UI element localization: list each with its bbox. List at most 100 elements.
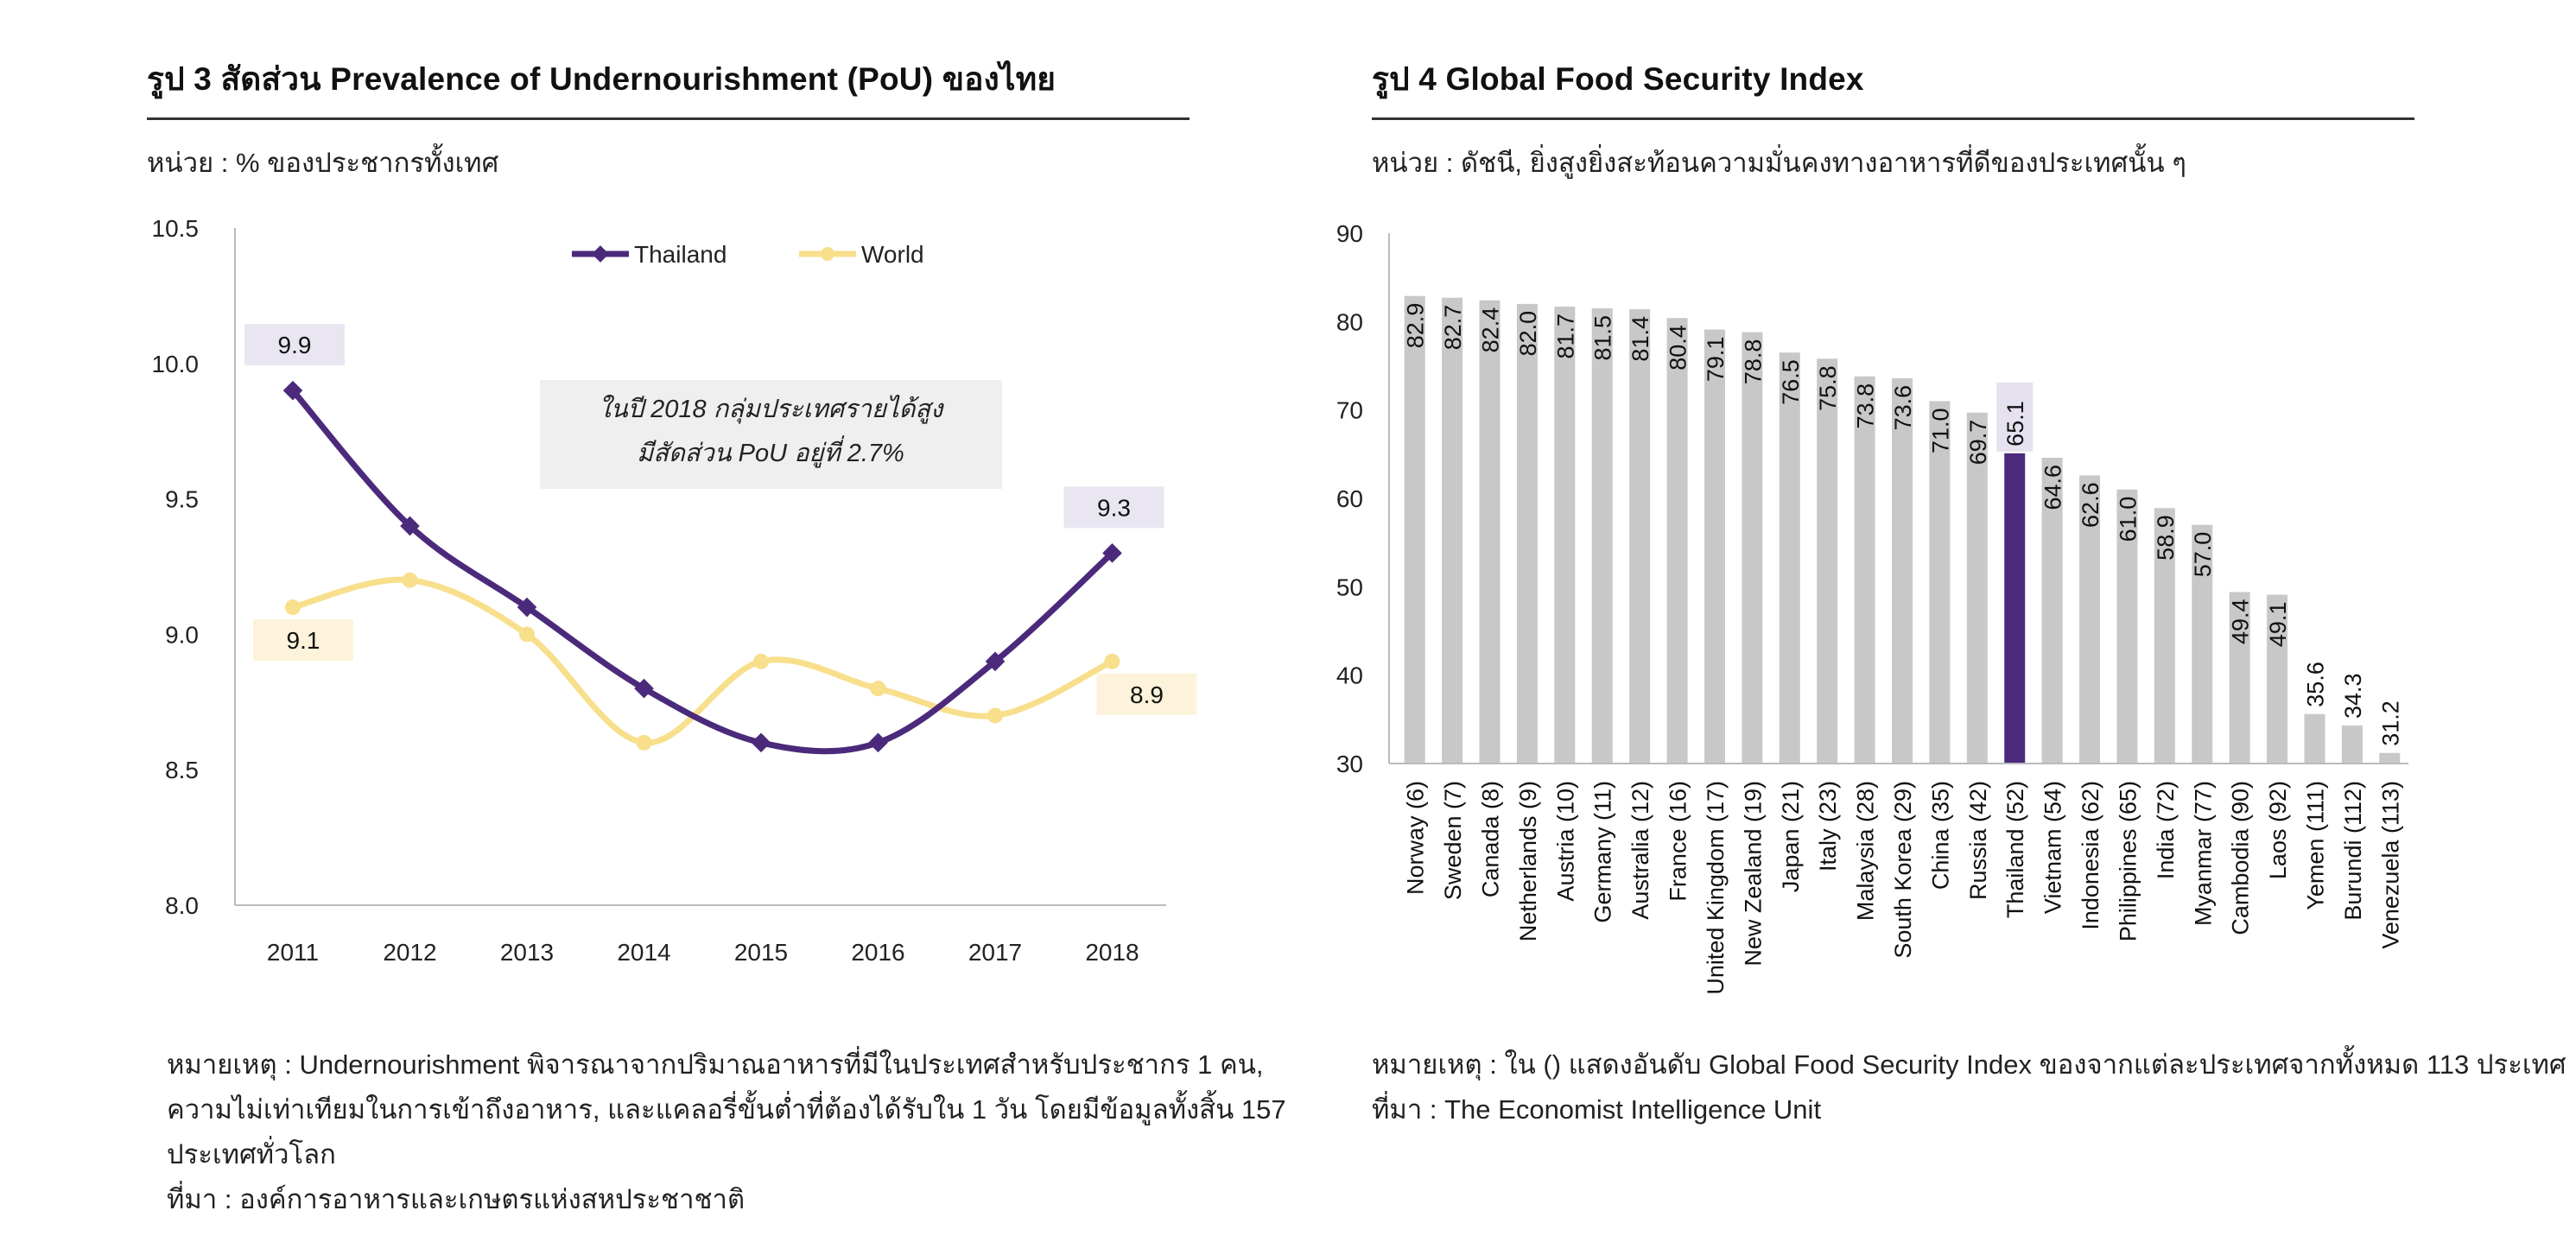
- x-tick-label: Netherlands (9): [1515, 781, 1541, 941]
- annotation-box: ในปี 2018 กลุ่มประเทศรายได้สูง มีสัดส่วน…: [540, 380, 1002, 489]
- thailand-point: [868, 732, 888, 753]
- legend-label: Thailand: [634, 241, 726, 268]
- data-label: 76.5: [1778, 359, 1804, 405]
- bar: [2154, 508, 2175, 764]
- x-tick-label: 2018: [1085, 939, 1139, 966]
- x-tick-label: Cambodia (90): [2228, 781, 2254, 935]
- x-tick-label: Vietnam (54): [2040, 781, 2066, 914]
- y-axis: 30 40 50 60 70 80 90: [1336, 220, 2408, 777]
- thailand-point: [985, 651, 1006, 672]
- x-tick-label: Yemen (111): [2302, 781, 2328, 910]
- data-label: 49.4: [2228, 599, 2254, 644]
- figure4-title: รูป 4 Global Food Security Index: [1372, 61, 1864, 97]
- x-tick-label: 2017: [968, 939, 1022, 966]
- data-label: 78.8: [1740, 339, 1766, 385]
- bar: [2041, 457, 2063, 764]
- legend-marker: [821, 247, 834, 261]
- x-tick-label: Canada (8): [1478, 781, 1504, 897]
- annotation-background: [540, 380, 1002, 489]
- thailand-point: [751, 732, 771, 753]
- bar: [1779, 352, 1800, 764]
- data-label: 61.0: [2115, 497, 2141, 542]
- data-label: 80.4: [1666, 325, 1691, 371]
- x-tick-label: South Korea (29): [1890, 781, 1916, 959]
- bar: [1554, 306, 1576, 764]
- annotation-line-1: ในปี 2018 กลุ่มประเทศรายได้สูง: [599, 394, 944, 424]
- figure3-note-line: ประเทศทั่วโลก: [167, 1139, 336, 1169]
- figure3-unit: หน่วย : % ของประชากรทั้งเทศ: [147, 148, 499, 178]
- figure4-title-rule: [1372, 117, 2414, 120]
- y-tick-label: 60: [1336, 485, 1363, 512]
- data-label: 35.6: [2302, 662, 2328, 707]
- data-label-bg: [1096, 673, 1197, 715]
- y-tick-label: 80: [1336, 308, 1363, 335]
- data-label: 34.3: [2340, 673, 2366, 719]
- figure4-unit: หน่วย : ดัชนี, ยิ่งสูงยิ่งสะท้อนความมั่น…: [1372, 148, 2186, 178]
- bar: [1966, 412, 1988, 764]
- data-label-bg: [1063, 486, 1164, 529]
- data-label-bg: [1996, 382, 2034, 452]
- data-label: 8.9: [1130, 681, 1164, 708]
- x-tick-label: Italy (23): [1815, 781, 1841, 872]
- bar: [2079, 475, 2101, 764]
- bar: [1629, 309, 1651, 764]
- data-label: 49.1: [2265, 602, 2291, 648]
- annotation-line-2: มีสัดส่วน PoU อยู่ที่ 2.7%: [637, 435, 904, 468]
- world-point: [870, 681, 886, 697]
- bar: [1479, 300, 1501, 764]
- x-tick-label: Thailand (52): [2002, 781, 2028, 918]
- data-label: 81.4: [1627, 316, 1653, 362]
- x-tick-label: Myanmar (77): [2190, 781, 2216, 926]
- x-tick-label: France (16): [1666, 781, 1691, 902]
- x-tick-label: Austria (10): [1552, 781, 1578, 902]
- series-group: [282, 380, 1122, 755]
- bar: [2229, 592, 2250, 764]
- bar: [1404, 295, 1425, 764]
- y-tick-label: 10.0: [152, 351, 200, 377]
- y-tick-label: 8.5: [165, 757, 199, 783]
- y-tick-label: 40: [1336, 662, 1363, 689]
- bar: [1817, 358, 1838, 764]
- world-point: [987, 707, 1003, 724]
- data-label: 65.1: [2002, 401, 2028, 447]
- x-tick-label: 2013: [500, 939, 554, 966]
- data-label: 82.9: [1403, 303, 1429, 349]
- y-tick-label: 70: [1336, 397, 1363, 424]
- data-label: 9.1: [287, 627, 320, 654]
- figure3-panel: รูป 3 สัดส่วน Prevalence of Undernourish…: [0, 0, 1286, 1236]
- figure3-title-rule: [147, 117, 1190, 120]
- x-tick-label: 2011: [267, 939, 319, 966]
- world-point: [402, 572, 418, 588]
- bar: [1704, 329, 1725, 764]
- data-label: 64.6: [2040, 465, 2066, 510]
- data-label: 73.6: [1890, 385, 1916, 431]
- x-tick-label: Malaysia (28): [1853, 781, 1879, 921]
- bar: [2341, 725, 2363, 764]
- data-label: 82.4: [1478, 307, 1504, 353]
- world-point: [1104, 653, 1120, 669]
- x-tick-label: Sweden (7): [1440, 781, 1466, 900]
- data-label: 58.9: [2153, 515, 2179, 561]
- x-tick-label: Laos (92): [2265, 781, 2291, 879]
- legend: Thailand World: [572, 241, 924, 268]
- figure4-note-line: หมายเหตุ : ใน () แสดงอันดับ Global Food …: [1372, 1049, 2566, 1080]
- bar: [1854, 376, 1875, 764]
- bar: [2192, 524, 2213, 764]
- bar-group: [1404, 295, 2401, 764]
- data-label: 71.0: [1927, 408, 1953, 453]
- x-tick-label: Burundi (112): [2340, 781, 2366, 921]
- data-label: 73.8: [1853, 383, 1879, 429]
- figure4-notes: หมายเหตุ : ใน () แสดงอันดับ Global Food …: [1372, 1043, 2566, 1132]
- y-tick-label: 9.0: [165, 621, 199, 648]
- data-label: 79.1: [1703, 337, 1729, 383]
- thailand-point: [634, 678, 654, 699]
- x-tick-label: 2014: [617, 939, 670, 966]
- x-tick-label: United Kingdom (17): [1703, 781, 1729, 995]
- data-label: 69.7: [1965, 420, 1991, 466]
- thailand-point: [517, 597, 537, 618]
- x-tick-label: Venezuela (113): [2377, 781, 2403, 949]
- data-label: 82.0: [1515, 311, 1541, 357]
- x-axis: Norway (6) Sweden (7) Canada (8) Netherland…: [1403, 781, 2404, 995]
- y-tick-label: 9.5: [165, 486, 199, 513]
- x-tick-label: China (35): [1927, 781, 1953, 890]
